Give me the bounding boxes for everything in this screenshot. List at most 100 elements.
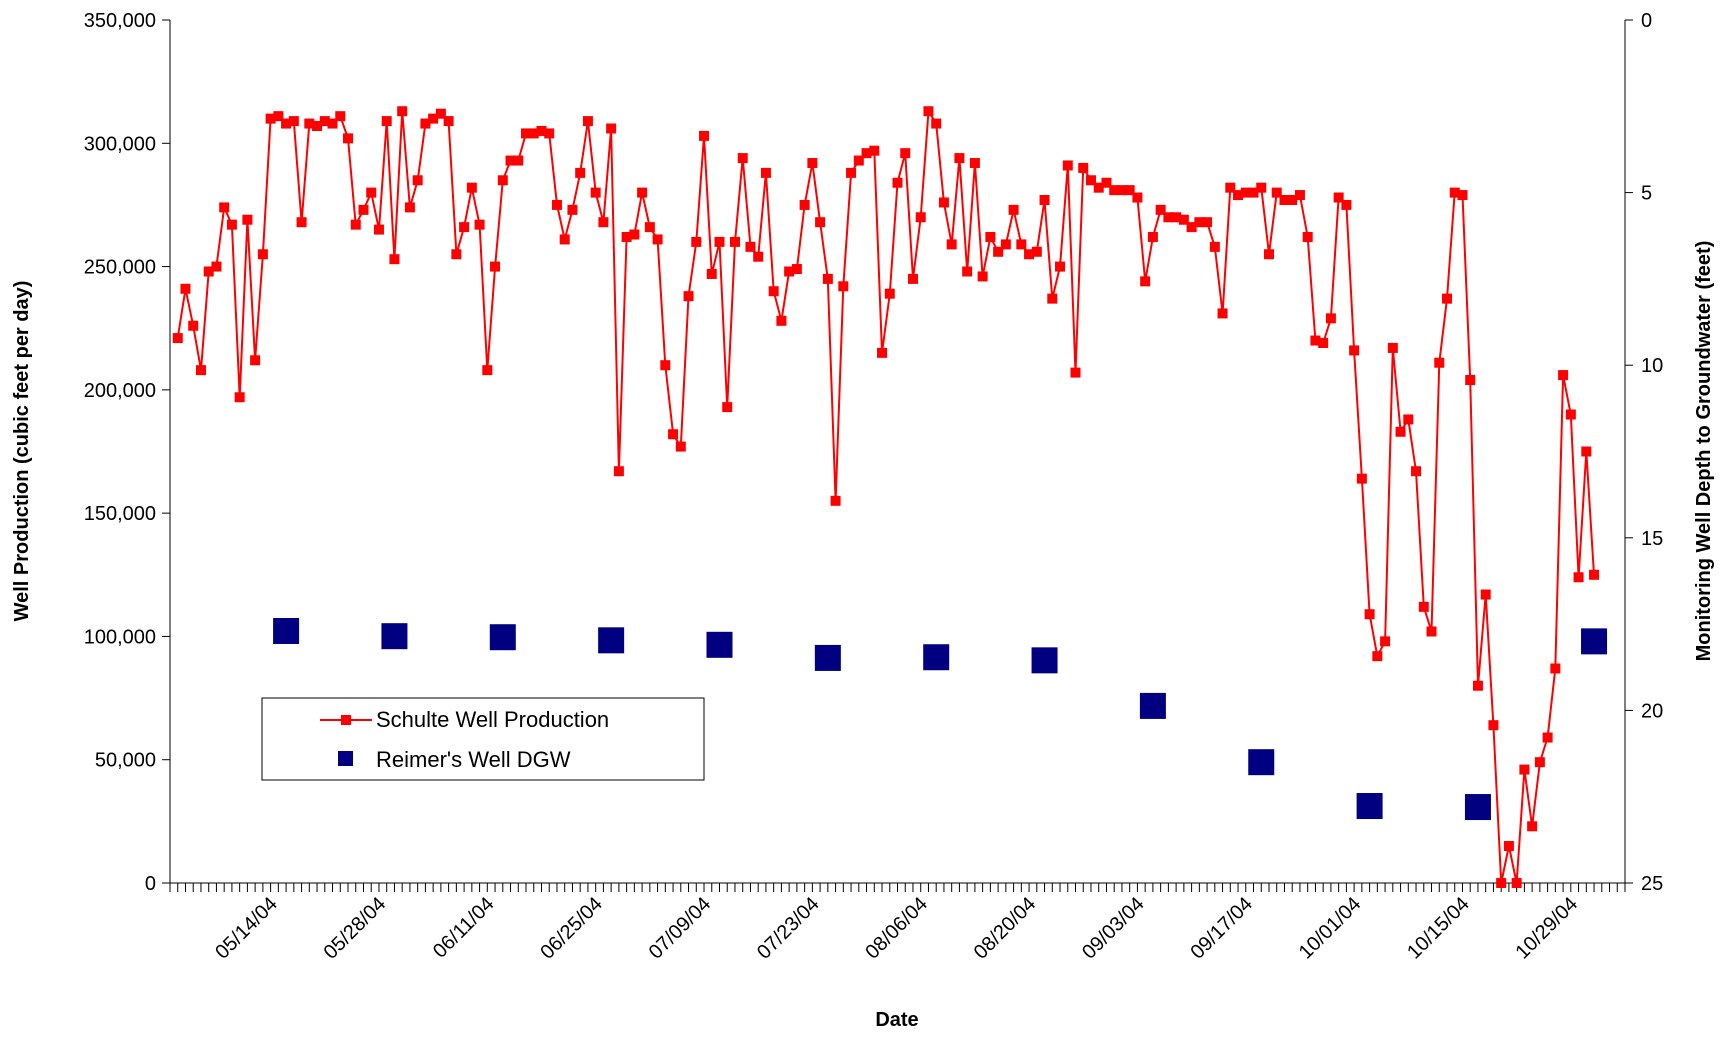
data-point-schulte [172,333,183,344]
data-point-schulte [1581,446,1592,457]
y-tick-label: 50,000 [95,750,156,772]
data-point-schulte [1202,217,1213,228]
y2-tick-label: 15 [1641,528,1663,550]
x-tick-label: 10/15/04 [1403,893,1474,964]
data-point-schulte [1527,821,1538,832]
data-point-schulte [536,125,547,136]
data-point-schulte [1024,249,1035,260]
data-point-schulte [582,116,593,127]
data-point-schulte [1000,239,1011,250]
data-point-schulte [869,145,880,156]
data-point-schulte [327,118,338,129]
data-point-reimer [814,644,841,671]
data-point-schulte [1294,190,1305,201]
data-point-schulte [559,234,570,245]
data-point-schulte [404,202,415,213]
data-point-schulte [528,128,539,139]
data-point-reimer [706,631,733,658]
data-point-schulte [1372,651,1383,662]
data-point-schulte [706,268,717,279]
data-point-schulte [815,217,826,228]
data-point-schulte [1488,720,1499,731]
data-point-schulte [1519,764,1530,775]
y-tick-label: 100,000 [84,626,156,648]
data-point-schulte [195,365,206,376]
data-point-schulte [1333,192,1344,203]
data-point-schulte [505,155,516,166]
data-point-schulte [381,116,392,127]
series-group [172,106,1608,888]
y2-tick-label: 20 [1641,700,1663,722]
data-point-schulte [1178,214,1189,225]
data-point-schulte [1078,162,1089,173]
data-point-schulte [1279,194,1290,205]
data-point-schulte [397,106,408,117]
data-point-schulte [1271,187,1282,198]
data-point-schulte [915,212,926,223]
data-point-schulte [621,231,632,242]
data-point-schulte [791,264,802,275]
data-point-schulte [1209,241,1220,252]
x-tick-label: 08/20/04 [970,893,1041,964]
data-point-schulte [629,229,640,240]
data-point-schulte [1031,246,1042,257]
data-point-schulte [652,234,663,245]
data-point-schulte [219,202,230,213]
data-point-schulte [459,222,470,233]
data-point-schulte [250,355,261,366]
data-point-schulte [1240,187,1251,198]
data-point-schulte [428,113,439,124]
data-point-schulte [1194,217,1205,228]
data-point-schulte [1395,426,1406,437]
data-point-schulte [1457,190,1468,201]
data-point-schulte [598,217,609,228]
data-point-schulte [513,155,524,166]
data-point-schulte [203,266,214,277]
data-point-schulte [1534,757,1545,768]
data-point-schulte [784,266,795,277]
data-point-schulte [335,111,346,122]
data-point-schulte [613,466,624,477]
data-point-schulte [668,429,679,440]
data-point-schulte [822,273,833,284]
x-tick-label: 05/28/04 [320,893,391,964]
data-point-schulte [265,113,276,124]
data-point-schulte [1093,182,1104,193]
data-point-schulte [281,118,292,129]
data-point-schulte [1186,222,1197,233]
data-point-schulte [1441,293,1452,304]
data-point-schulte [1256,182,1267,193]
data-point-schulte [312,121,323,132]
data-point-schulte [714,236,725,247]
data-point-schulte [1349,345,1360,356]
data-point-schulte [1008,204,1019,215]
y-tick-label: 0 [145,873,156,895]
data-point-schulte [435,108,446,119]
data-point-reimer [1464,794,1491,821]
data-point-reimer [1356,793,1383,820]
data-point-schulte [1325,313,1336,324]
data-point-schulte [296,217,307,228]
x-tick-label: 09/17/04 [1186,893,1257,964]
data-point-schulte [1565,409,1576,420]
data-point-reimer [381,623,408,650]
data-point-schulte [853,155,864,166]
data-point-schulte [350,219,361,230]
data-point-schulte [1380,636,1391,647]
data-point-schulte [683,291,694,302]
data-point-schulte [234,392,245,403]
data-point-schulte [521,128,532,139]
data-point-schulte [544,128,555,139]
data-point-schulte [366,187,377,198]
legend-label-reimer: Reimer's Well DGW [376,747,571,772]
data-point-schulte [861,148,872,159]
data-point-schulte [1055,261,1066,272]
data-point-schulte [1387,342,1398,353]
data-point-schulte [1411,466,1422,477]
data-point-schulte [660,360,671,371]
data-point-schulte [1480,589,1491,600]
data-point-schulte [1573,572,1584,583]
x-tick-label: 06/25/04 [536,893,607,964]
data-point-schulte [1147,231,1158,242]
